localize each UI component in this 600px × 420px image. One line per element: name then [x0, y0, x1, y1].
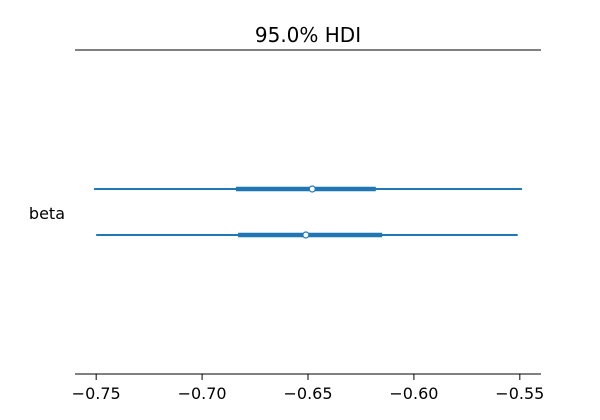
- x-tick-label: −0.65: [283, 384, 332, 403]
- x-ticks: −0.75 −0.70 −0.65 −0.60 −0.55: [72, 374, 544, 403]
- series-layer: [94, 185, 522, 239]
- point-estimate-marker: [308, 185, 316, 193]
- chart-title: 95.0% HDI: [255, 23, 361, 47]
- x-tick-label: −0.75: [72, 384, 121, 403]
- x-tick-label: −0.60: [389, 384, 438, 403]
- point-estimate-marker: [302, 231, 310, 239]
- x-tick-label: −0.55: [495, 384, 544, 403]
- variable-label: beta: [29, 204, 65, 223]
- x-tick-label: −0.70: [178, 384, 227, 403]
